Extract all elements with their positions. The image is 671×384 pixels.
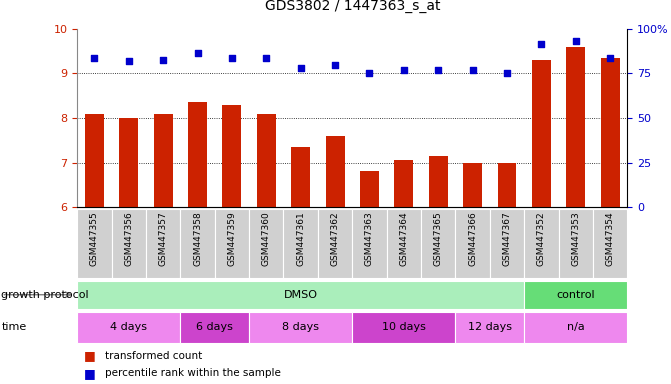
Text: GSM447363: GSM447363 — [365, 211, 374, 266]
Bar — [283, 209, 318, 278]
Bar — [360, 171, 379, 207]
Bar — [601, 58, 619, 207]
Point — [123, 58, 134, 64]
Text: GDS3802 / 1447363_s_at: GDS3802 / 1447363_s_at — [264, 0, 440, 13]
Text: GSM447362: GSM447362 — [331, 211, 340, 266]
Bar — [119, 118, 138, 207]
Text: GSM447364: GSM447364 — [399, 211, 409, 266]
Bar — [257, 114, 276, 207]
Bar — [249, 209, 284, 278]
Text: GSM447366: GSM447366 — [468, 211, 477, 266]
Point — [467, 67, 478, 73]
Point — [570, 38, 581, 45]
Text: transformed count: transformed count — [105, 351, 203, 361]
Text: GSM447365: GSM447365 — [433, 211, 443, 266]
Bar — [352, 312, 456, 343]
Point — [605, 55, 615, 61]
Bar — [291, 147, 310, 207]
Bar — [386, 209, 421, 278]
Point — [295, 65, 306, 71]
Bar — [532, 60, 551, 207]
Point — [192, 50, 203, 56]
Bar — [85, 114, 104, 207]
Point — [227, 55, 238, 61]
Bar — [395, 161, 413, 207]
Text: percentile rank within the sample: percentile rank within the sample — [105, 368, 281, 378]
Text: GSM447354: GSM447354 — [606, 211, 615, 266]
Bar — [77, 312, 180, 343]
Bar — [188, 103, 207, 207]
Text: GSM447361: GSM447361 — [296, 211, 305, 266]
Text: GSM447360: GSM447360 — [262, 211, 271, 266]
Text: GSM447353: GSM447353 — [571, 211, 580, 266]
Text: 12 days: 12 days — [468, 322, 512, 333]
Text: ■: ■ — [84, 349, 96, 362]
Bar — [77, 281, 524, 309]
Bar — [490, 209, 524, 278]
Bar — [498, 163, 517, 207]
Bar — [524, 312, 627, 343]
Bar — [463, 163, 482, 207]
Bar — [146, 209, 180, 278]
Point — [89, 55, 100, 61]
Text: GSM447355: GSM447355 — [90, 211, 99, 266]
Bar — [421, 209, 456, 278]
Text: growth protocol: growth protocol — [1, 290, 89, 300]
Text: 10 days: 10 days — [382, 322, 426, 333]
Bar — [111, 209, 146, 278]
Bar — [429, 156, 448, 207]
Text: 6 days: 6 days — [197, 322, 233, 333]
Bar — [180, 312, 249, 343]
Text: n/a: n/a — [567, 322, 584, 333]
Bar — [223, 105, 242, 207]
Text: GSM447358: GSM447358 — [193, 211, 202, 266]
Bar — [180, 209, 215, 278]
Bar — [325, 136, 344, 207]
Point — [261, 55, 272, 61]
Point — [329, 62, 340, 68]
Bar — [456, 209, 490, 278]
Point — [399, 67, 409, 73]
Point — [364, 70, 375, 76]
Point — [536, 41, 547, 48]
Bar — [154, 114, 172, 207]
Text: GSM447359: GSM447359 — [227, 211, 236, 266]
Bar — [77, 209, 111, 278]
Point — [502, 70, 513, 76]
Bar — [524, 281, 627, 309]
Text: control: control — [556, 290, 595, 300]
Point — [433, 67, 444, 73]
Text: GSM447357: GSM447357 — [158, 211, 168, 266]
Bar — [318, 209, 352, 278]
Text: ■: ■ — [84, 367, 96, 380]
Bar — [558, 209, 593, 278]
Text: GSM447356: GSM447356 — [124, 211, 134, 266]
Text: 4 days: 4 days — [110, 322, 147, 333]
Bar — [215, 209, 249, 278]
Bar — [456, 312, 524, 343]
Bar — [593, 209, 627, 278]
Text: 8 days: 8 days — [282, 322, 319, 333]
Bar — [249, 312, 352, 343]
Bar — [352, 209, 386, 278]
Text: DMSO: DMSO — [284, 290, 317, 300]
Text: time: time — [1, 322, 27, 333]
Text: GSM447367: GSM447367 — [503, 211, 511, 266]
Text: GSM447352: GSM447352 — [537, 211, 546, 266]
Bar — [566, 46, 585, 207]
Bar — [524, 209, 558, 278]
Point — [158, 57, 168, 63]
